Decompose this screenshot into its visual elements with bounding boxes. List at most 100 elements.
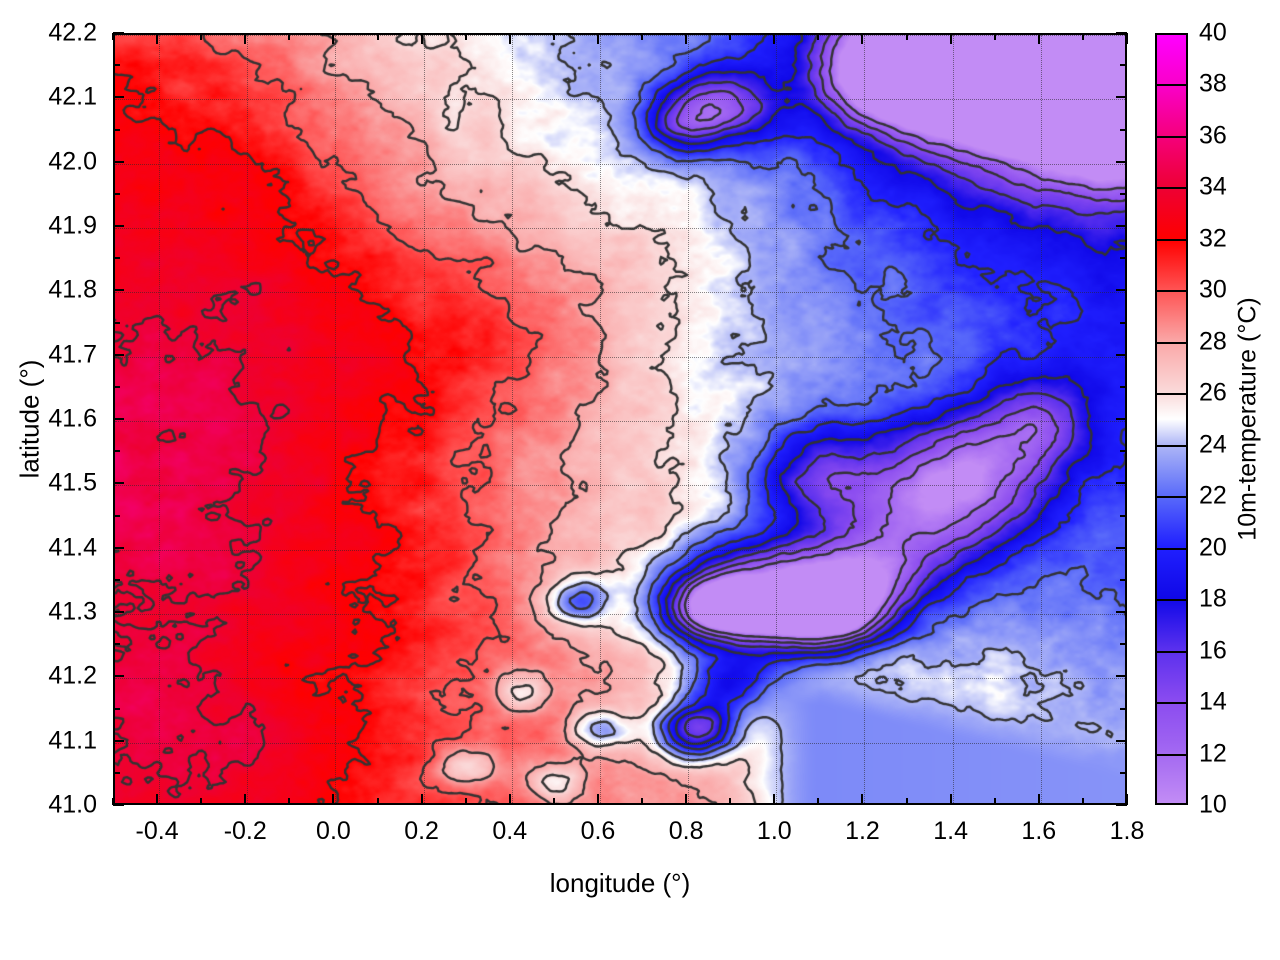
y-tick-right-minor (1120, 321, 1127, 324)
x-tick-top-major (861, 33, 864, 44)
colorbar-divider (1157, 753, 1186, 756)
x-tick-label: -0.4 (135, 817, 179, 845)
x-tick-label: 1.0 (756, 817, 792, 845)
x-tick-major (332, 794, 335, 805)
x-tick-top-minor (464, 33, 467, 40)
y-tick-right-major (1116, 675, 1127, 678)
y-tick-right-minor (1120, 450, 1127, 453)
y-tick-right-major (1116, 482, 1127, 485)
y-tick-right-major (1116, 546, 1127, 549)
colorbar-tick-label: 14 (1199, 687, 1227, 716)
y-tick-major (113, 225, 124, 227)
colorbar-divider (1157, 341, 1186, 344)
y-tick-label: 41.5 (48, 468, 97, 497)
y-tick-label: 41.1 (48, 726, 97, 755)
y-tick-label: 41.2 (48, 661, 97, 690)
x-tick-minor (729, 798, 732, 805)
x-tick-major (1126, 794, 1128, 805)
x-tick-minor (1081, 798, 1084, 805)
colorbar-divider (1157, 702, 1186, 705)
x-axis-label: longitude (°) (549, 868, 691, 898)
y-tick-label: 41.3 (48, 597, 97, 626)
y-tick-right-major (1116, 804, 1127, 806)
map-plot-area (113, 33, 1127, 805)
y-tick-right-minor (1120, 514, 1127, 517)
y-tick-major (113, 418, 124, 420)
x-tick-minor (641, 798, 644, 805)
y-tick-right-major (1116, 225, 1127, 227)
x-tick-minor (464, 798, 467, 805)
y-tick-major (113, 96, 124, 99)
y-tick-minor (113, 450, 120, 453)
x-tick-label: 0.2 (404, 817, 439, 845)
colorbar-tick-label: 30 (1199, 275, 1227, 304)
x-tick-top-minor (112, 33, 114, 40)
x-tick-top-major (332, 33, 335, 44)
x-tick-top-minor (817, 33, 820, 40)
y-tick-minor (113, 643, 120, 646)
colorbar-tick-label: 36 (1199, 121, 1227, 150)
colorbar-divider (1157, 84, 1186, 87)
x-tick-minor (817, 798, 820, 805)
colorbar-divider (1157, 393, 1186, 396)
x-tick-top-major (1037, 33, 1040, 44)
colorbar-gradient (1157, 35, 1186, 803)
x-tick-label: 1.6 (1021, 817, 1057, 845)
colorbar-tick-label: 34 (1199, 172, 1227, 201)
y-tick-minor (113, 128, 120, 131)
colorbar-divider (1157, 135, 1186, 138)
x-tick-top-minor (288, 33, 291, 40)
x-tick-major (949, 794, 952, 805)
colorbar-divider (1157, 444, 1186, 447)
y-tick-label: 41.8 (48, 275, 97, 304)
x-tick-top-minor (200, 33, 203, 40)
x-tick-minor (112, 798, 114, 805)
y-tick-label: 42.1 (48, 82, 97, 111)
colorbar-tick-label: 20 (1199, 533, 1227, 562)
y-tick-major (113, 804, 124, 806)
y-tick-major (113, 739, 124, 742)
colorbar-tick-label: 26 (1199, 378, 1227, 407)
x-tick-label: -0.2 (223, 817, 267, 845)
x-tick-top-major (244, 33, 247, 44)
x-tick-major (861, 794, 864, 805)
y-tick-right-minor (1120, 64, 1127, 67)
y-tick-label: 42.2 (48, 18, 97, 47)
x-tick-minor (288, 798, 291, 805)
x-tick-major (244, 794, 247, 805)
y-tick-minor (113, 578, 120, 581)
x-tick-minor (376, 798, 379, 805)
x-tick-major (596, 794, 599, 805)
y-tick-major (113, 482, 124, 485)
x-tick-top-major (156, 33, 159, 44)
y-tick-right-minor (1120, 257, 1127, 260)
x-tick-top-major (420, 33, 423, 44)
x-tick-top-minor (905, 33, 908, 40)
x-tick-major (685, 794, 688, 805)
temperature-field (115, 35, 1125, 803)
x-tick-top-major (949, 33, 952, 44)
colorbar-tick-label: 28 (1199, 327, 1227, 356)
x-tick-top-minor (1081, 33, 1084, 40)
colorbar-tick-label: 24 (1199, 430, 1227, 459)
colorbar-divider (1157, 290, 1186, 293)
y-tick-right-minor (1120, 385, 1127, 388)
y-tick-right-major (1116, 739, 1127, 742)
y-tick-minor (113, 771, 120, 774)
x-tick-label: 0.6 (580, 817, 616, 845)
y-axis-label: latitude (°) (14, 359, 45, 479)
colorbar (1155, 33, 1188, 805)
y-tick-right-major (1116, 289, 1127, 292)
x-tick-label: 0.4 (492, 817, 528, 845)
colorbar-tick-label: 38 (1199, 69, 1227, 98)
y-tick-right-major (1116, 611, 1127, 613)
x-tick-minor (993, 798, 996, 805)
y-tick-right-minor (1120, 192, 1127, 195)
x-tick-top-minor (729, 33, 732, 40)
y-tick-major (113, 675, 124, 678)
colorbar-tick-label: 16 (1199, 636, 1227, 665)
y-tick-major (113, 289, 124, 292)
colorbar-label: 10m-temperature (°C) (1233, 297, 1262, 541)
colorbar-tick-label: 18 (1199, 584, 1227, 613)
x-tick-label: 1.2 (845, 817, 880, 845)
